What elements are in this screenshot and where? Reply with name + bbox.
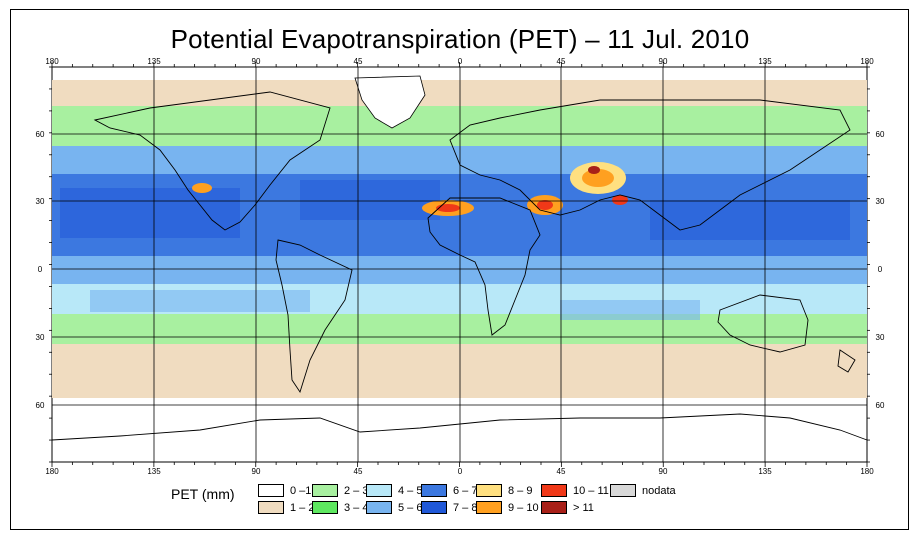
legend-item: nodata — [610, 484, 676, 497]
legend-item: 5 – 6 — [366, 501, 422, 514]
lat-label: 0 — [38, 265, 43, 274]
lon-label: 90 — [252, 467, 261, 476]
legend-swatch — [312, 501, 338, 514]
legend-swatch — [312, 484, 338, 497]
patch-atlantic — [300, 180, 440, 220]
lon-label: 0 — [458, 57, 463, 66]
band-north-mid — [52, 146, 867, 174]
legend-item: 2 – 3 — [312, 484, 368, 497]
legend-swatch — [541, 501, 567, 514]
australia — [717, 294, 809, 353]
figure-frame — [10, 9, 909, 530]
lon-label: 90 — [659, 57, 668, 66]
legend-label: 0 –1 — [290, 484, 312, 497]
band-south-temperate — [52, 344, 867, 398]
legend-label: 10 – 11 — [573, 484, 609, 497]
legend-item: > 11 — [541, 501, 594, 514]
lat-labels-left: 60 30 0 30 60 — [36, 130, 45, 410]
band-south-subtropic — [52, 314, 867, 344]
lat-label: 60 — [876, 130, 885, 139]
legend-label: 6 – 7 — [453, 484, 478, 497]
legend-label: 5 – 6 — [398, 501, 423, 514]
lon-label: 180 — [45, 57, 59, 66]
eurasia — [449, 99, 851, 231]
lon-label: 135 — [147, 57, 161, 66]
lon-label: 90 — [252, 57, 261, 66]
patch-south-pacific — [90, 290, 310, 312]
legend-item: 3 – 4 — [312, 501, 368, 514]
coastlines — [51, 91, 868, 441]
legend-swatch — [421, 501, 447, 514]
map-body — [51, 66, 868, 463]
band-equator — [52, 256, 867, 284]
south-america — [275, 239, 353, 394]
lat-label: 30 — [36, 333, 45, 342]
lon-label: 0 — [458, 467, 463, 476]
legend-item: 4 – 5 — [366, 484, 422, 497]
legend-swatch — [610, 484, 636, 497]
lon-label: 45 — [354, 467, 363, 476]
lat-label: 0 — [878, 265, 883, 274]
legend-swatch — [476, 501, 502, 514]
lon-label: 180 — [45, 467, 59, 476]
map-title: Potential Evapotranspiration (PET) – 11 … — [170, 24, 750, 54]
lon-label: 45 — [557, 57, 566, 66]
lon-labels-top: 180 135 90 45 0 45 90 135 180 — [45, 57, 874, 66]
legend-label: nodata — [642, 484, 676, 497]
lon-label: 45 — [354, 57, 363, 66]
legend-label: > 11 — [573, 501, 594, 514]
patch-indian — [560, 300, 700, 320]
legend-swatch — [258, 484, 284, 497]
north-america — [93, 91, 331, 231]
hotspot-sw-usa — [192, 183, 212, 193]
legend-item: 8 – 9 — [476, 484, 532, 497]
graticule — [52, 67, 867, 462]
africa — [427, 197, 541, 336]
lat-label: 30 — [36, 197, 45, 206]
hotspots — [192, 162, 628, 216]
lon-label: 180 — [860, 57, 874, 66]
lat-labels-right: 60 30 0 30 60 — [876, 130, 885, 410]
axis-ticks — [49, 62, 870, 467]
band-arctic — [52, 80, 867, 106]
legend-item: 1 – 2 — [258, 501, 314, 514]
legend-label: 2 – 3 — [344, 484, 369, 497]
lon-label: 45 — [557, 467, 566, 476]
legend-label: 3 – 4 — [344, 501, 369, 514]
patch-pacific — [60, 188, 240, 238]
lon-label: 180 — [860, 467, 874, 476]
lat-label: 30 — [876, 333, 885, 342]
lon-label: 135 — [758, 57, 772, 66]
legend-item: 6 – 7 — [421, 484, 477, 497]
new-zealand — [837, 349, 856, 373]
legend-swatch — [476, 484, 502, 497]
legend-swatch — [366, 501, 392, 514]
legend-title: PET (mm) — [171, 486, 235, 502]
lon-label: 90 — [659, 467, 668, 476]
legend-item: 0 –1 — [258, 484, 311, 497]
legend-label: 8 – 9 — [508, 484, 533, 497]
legend-swatch — [541, 484, 567, 497]
legend-label: 4 – 5 — [398, 484, 423, 497]
legend-label: 1 – 2 — [290, 501, 315, 514]
lon-labels-bottom: 180 135 90 45 0 45 90 135 180 — [45, 467, 874, 476]
legend-item: 9 – 10 — [476, 501, 539, 514]
legend-item: 10 – 11 — [541, 484, 609, 497]
lon-label: 135 — [758, 467, 772, 476]
lat-label: 30 — [876, 197, 885, 206]
lat-label: 60 — [36, 130, 45, 139]
legend-label: 9 – 10 — [508, 501, 539, 514]
legend-swatch — [421, 484, 447, 497]
lat-label: 60 — [36, 401, 45, 410]
legend-swatch — [258, 501, 284, 514]
lon-label: 135 — [147, 467, 161, 476]
patch-west-pacific — [650, 200, 850, 240]
legend-item: 7 – 8 — [421, 501, 477, 514]
lat-label: 60 — [876, 401, 885, 410]
legend-swatch — [366, 484, 392, 497]
greenland — [354, 75, 426, 129]
legend-label: 7 – 8 — [453, 501, 478, 514]
band-north-temperate — [52, 106, 867, 146]
